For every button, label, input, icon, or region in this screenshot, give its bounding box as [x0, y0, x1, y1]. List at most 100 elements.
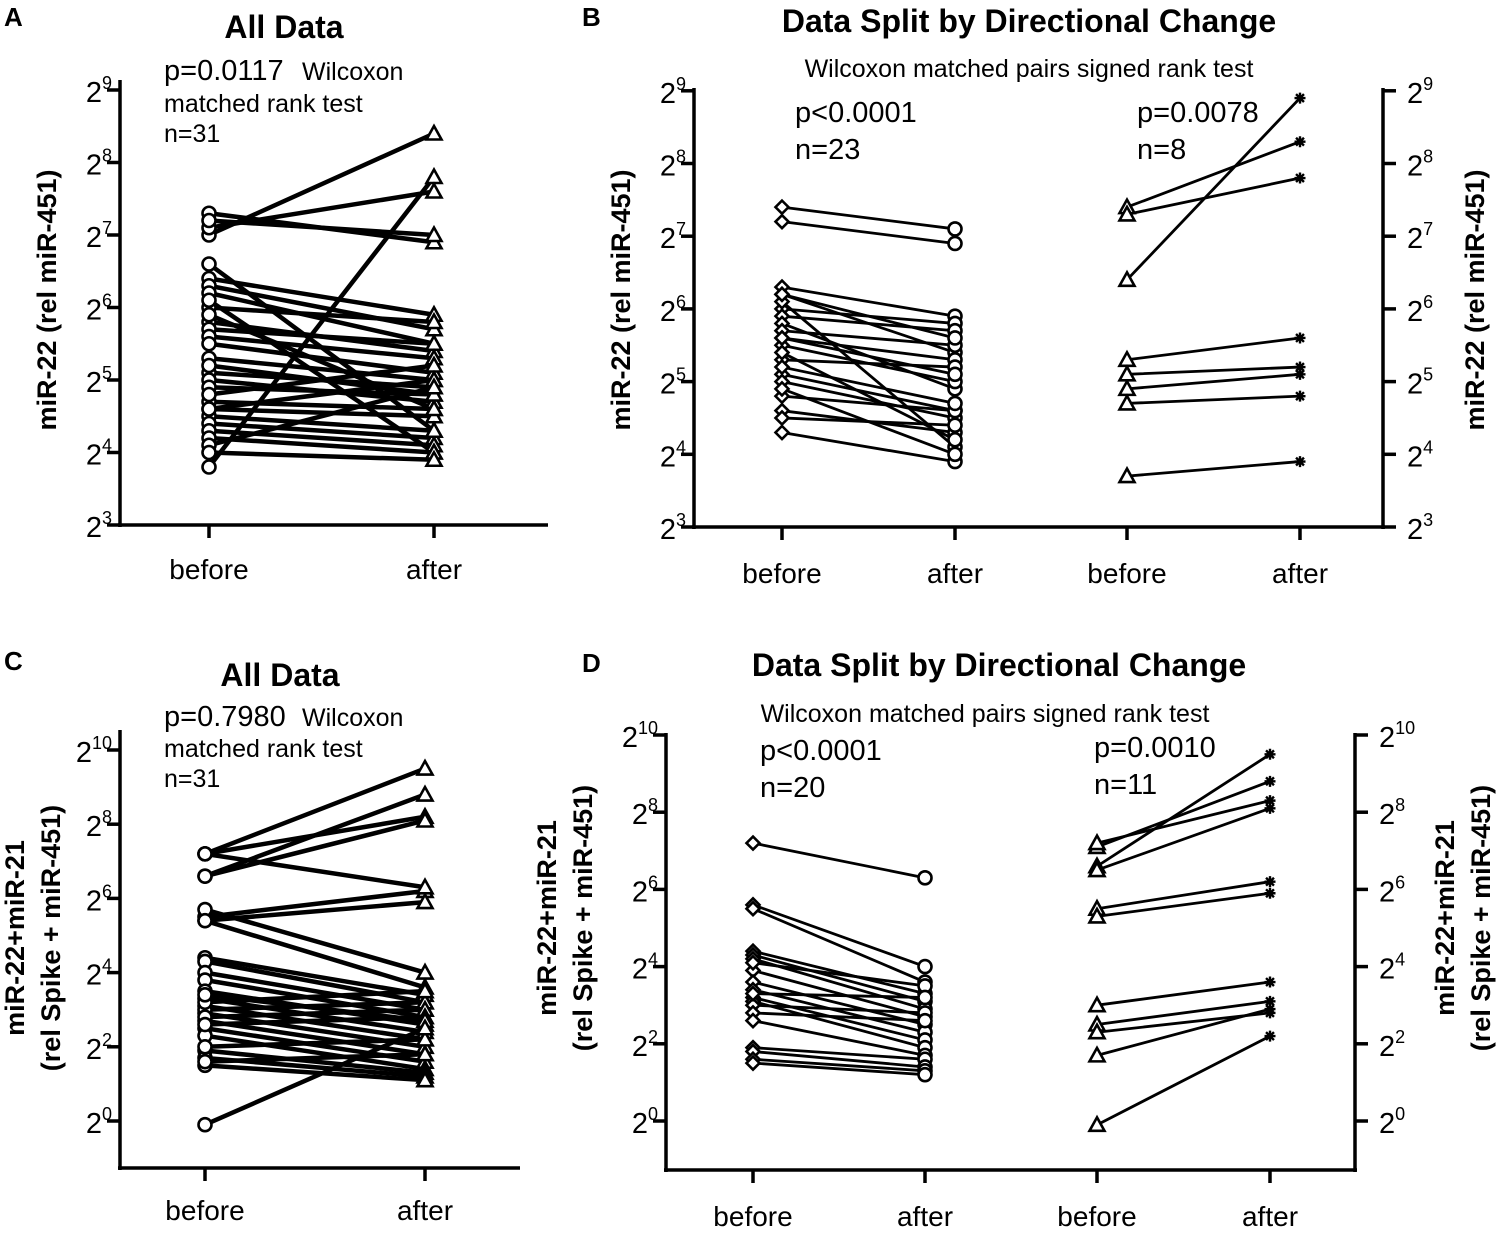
panel-b-point-after	[1294, 456, 1306, 468]
panel-d-pair-line	[751, 969, 927, 1019]
panel-a-point-after	[424, 311, 444, 330]
panel-c-point-after	[415, 810, 435, 828]
panel-letter-d: D	[582, 648, 601, 678]
panel-b-pair-line	[780, 372, 957, 413]
panel-c-point-after	[415, 891, 435, 910]
panel-c-x-label-before: before	[165, 1195, 244, 1226]
panel-a-y-tick-label: 24	[86, 436, 112, 472]
panel-d-point-after	[1264, 795, 1276, 807]
panel-a-point-before	[201, 335, 217, 352]
panel-a: A All Data p=0.0117 Wilcoxon matched ran…	[4, 2, 548, 585]
panel-d-pair-line	[751, 980, 927, 1026]
panel-c-pair-line	[202, 1063, 428, 1083]
panel-b-y-tick-label: 26	[660, 292, 686, 328]
panel-d-y-tick-label: 210	[1379, 718, 1415, 754]
panel-b-point-after	[1294, 390, 1306, 402]
panel-c-pair-line	[202, 1037, 428, 1050]
panel-b-pair-line	[1125, 140, 1302, 209]
panel-a-y-tick-label: 27	[86, 218, 112, 254]
panel-a-pair-line	[206, 428, 437, 448]
panel-d-point-before	[744, 1012, 762, 1029]
panel-d-point-after	[1264, 876, 1276, 888]
panel-d-point-after	[917, 958, 933, 975]
panel-a-point-after	[424, 377, 444, 395]
panel-c-point-before	[197, 987, 213, 1003]
panel-b-point-before	[1117, 269, 1137, 288]
panel-a-y-ticks: 23 24 25 26 27 28 29	[86, 73, 120, 544]
panel-c-pair-line	[202, 888, 428, 920]
panel-d-pair-line	[751, 999, 927, 1050]
panel-c-pair-line	[202, 1033, 428, 1072]
panel-c-pair-line	[202, 814, 428, 857]
panel-d-y-tick-label: 22	[632, 1027, 658, 1063]
panel-b-y-tick-label: 25	[660, 365, 686, 401]
panel-d-point-before	[1087, 832, 1107, 851]
panel-d-pair-line	[1095, 999, 1272, 1026]
panel-c-pair-line	[202, 918, 428, 990]
panel-d-point-before	[1087, 1022, 1107, 1040]
panel-b-pair-line	[1125, 460, 1302, 478]
panel-d-y-tick-label: 28	[1379, 795, 1405, 831]
panel-c-x-label-after: after	[397, 1195, 453, 1226]
panel-b-y-tick-label: 27	[660, 219, 686, 255]
panel-c-pair-line	[202, 851, 428, 890]
panel-d-point-before	[1087, 859, 1107, 878]
panel-b-point-before	[1117, 393, 1137, 411]
panel-c-pair-line	[202, 899, 428, 923]
panel-b-x-label-before-2: before	[1087, 558, 1166, 589]
panel-b-point-after	[947, 431, 963, 448]
panel-b-pair-line	[780, 205, 957, 231]
panel-c-pair-line	[202, 959, 428, 1005]
panel-b-point-before	[773, 380, 791, 398]
panel-d-point-before	[744, 900, 762, 918]
panel-a-pair-line	[206, 356, 437, 383]
panel-b-pair-line	[780, 300, 957, 449]
panel-b-pair-line	[1125, 176, 1302, 216]
panel-d-pair-line	[751, 996, 927, 1042]
panel-b-pair-line	[780, 365, 957, 405]
panel-c-pair-line	[202, 1048, 428, 1076]
panel-b-y-axis-title-right: miR-22 (rel miR-451)	[1460, 169, 1490, 430]
panel-letter-b: B	[582, 2, 601, 32]
panel-a-point-before	[201, 386, 217, 403]
panel-d-point-before	[1087, 1045, 1107, 1063]
panel-d-y-tick-label: 24	[632, 950, 658, 986]
panel-b-group-2-p-value: p=0.0078	[1137, 97, 1259, 129]
panel-c-test-name: Wilcoxon	[302, 704, 403, 732]
panel-d-point-after	[917, 989, 933, 1006]
panel-a-point-before	[201, 306, 217, 323]
panel-c-point-after	[415, 980, 435, 999]
panel-d-group-1-p-value: p<0.0001	[760, 735, 882, 767]
panel-b-y-tick-label: 23	[660, 510, 686, 546]
panel-b-pair-line	[780, 285, 957, 318]
panel-d-pair-line	[1095, 1007, 1272, 1057]
panel-c-pair-line	[202, 1026, 428, 1127]
panel-b-point-after	[1294, 368, 1306, 380]
panel-c-y-tick-label: 28	[86, 807, 112, 843]
panel-b-point-after	[947, 330, 963, 346]
panel-letter-c: C	[4, 646, 23, 676]
panel-d-point-before	[744, 834, 762, 852]
panel-a-pair-line	[206, 305, 437, 325]
panel-d-pair-line	[751, 1019, 927, 1057]
panel-d-group-2-p-value: p=0.0010	[1094, 732, 1216, 764]
panel-d-point-after	[917, 1066, 933, 1083]
panel-d-point-after	[917, 870, 933, 886]
panel-b-group-1-n: n=23	[795, 134, 860, 166]
panel-c-test-name-2: matched rank test	[164, 735, 363, 763]
panel-a-pair-line	[206, 377, 437, 412]
panel-d-y-tick-label: 26	[1379, 872, 1405, 908]
panel-d-pair-line	[1095, 752, 1272, 868]
panel-b-point-before	[773, 213, 791, 230]
panel-b-pair-line	[780, 380, 957, 420]
panel-d-y-axis-title-left-line-2: (rel Spike + miR-451)	[568, 785, 598, 1051]
panel-b-subtitle: Wilcoxon matched pairs signed rank test	[805, 55, 1254, 83]
panel-b-y-ticks: 23 23 24 24 25 25 26 26 27 27 28 28 29 29	[660, 74, 1433, 546]
panel-d-y-tick-label: 24	[1379, 950, 1405, 986]
panel-d-point-before	[1087, 1114, 1107, 1133]
panel-c-pair-line	[202, 1018, 428, 1057]
panel-c-title: All Data	[220, 657, 339, 693]
panel-d-pair-line	[1095, 799, 1272, 845]
panel-a-point-before	[201, 444, 217, 461]
panel-d-pair-line	[751, 1057, 927, 1073]
